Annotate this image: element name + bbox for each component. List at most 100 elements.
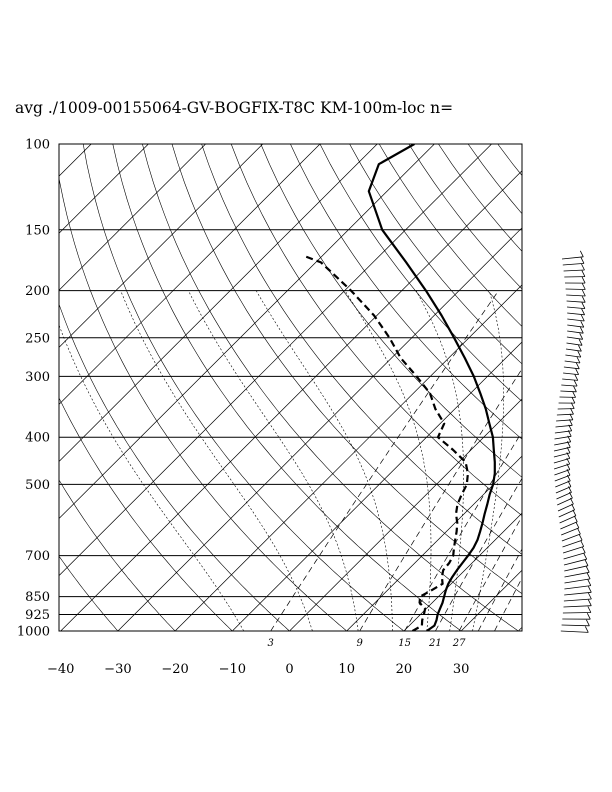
wind-barb — [561, 624, 590, 627]
wind-barb — [563, 552, 586, 560]
dewpoint-profile — [304, 255, 469, 631]
wind-barb — [562, 378, 578, 381]
wind-barb — [563, 605, 592, 608]
wind-barb-flag — [569, 413, 574, 420]
wind-barb — [554, 474, 571, 482]
dry-adiabat — [171, 144, 522, 595]
pressure-tick-label: 200 — [25, 284, 50, 299]
wind-barb-flag — [567, 430, 572, 437]
isotherm — [174, 284, 522, 631]
plot-frame — [58, 143, 523, 632]
wind-barb-flag — [581, 276, 586, 284]
temperature-tick-label: −10 — [219, 662, 246, 677]
wind-barb — [564, 591, 592, 596]
mixing-ratio-label: 27 — [452, 638, 466, 649]
mixing-ratio-line — [270, 290, 499, 631]
wind-barb-flag — [572, 391, 576, 398]
wind-barb-flag — [577, 350, 582, 358]
wind-barb-flag — [568, 419, 573, 426]
dry-adiabat — [59, 176, 347, 631]
pressure-tick-label: 150 — [25, 223, 50, 238]
wind-barb-flag — [575, 368, 579, 375]
dry-adiabat — [497, 144, 522, 176]
isotherm — [403, 512, 522, 631]
wind-barb-flag — [584, 626, 589, 633]
mixing-ratio-label: 3 — [268, 638, 274, 649]
pressure-tick-label: 100 — [25, 138, 50, 153]
profiles — [304, 144, 496, 631]
isotherm — [518, 626, 522, 631]
wind-barb-flag — [583, 553, 588, 560]
moist-adiabat — [415, 290, 464, 631]
mixing-ratio-labels: 3 9 15 21 27 — [268, 638, 467, 649]
wind-barb-flag — [566, 446, 571, 454]
pressure-tick-label: 700 — [25, 549, 50, 564]
wind-barb-flag — [587, 579, 592, 586]
isotherm — [59, 144, 435, 520]
mixing-ratio-label: 9 — [357, 638, 364, 649]
dry-adiabat — [467, 144, 522, 215]
wind-barb — [560, 390, 577, 393]
wind-barb-flag — [574, 374, 579, 381]
wind-barb — [559, 515, 577, 524]
isobars — [59, 143, 522, 632]
wind-barb-flag — [586, 572, 591, 580]
wind-barb-flag — [586, 613, 591, 620]
wind-barb-flag — [581, 283, 586, 290]
wind-barb — [565, 354, 581, 358]
pressure-tick-label: 850 — [25, 590, 50, 605]
dry-adiabat — [82, 144, 405, 631]
pressure-axis-labels: 100 150 200 250 300 400 500 700 850 925 1000 — [17, 138, 50, 640]
wind-barb-flag — [578, 345, 582, 352]
moist-adiabat — [188, 290, 359, 631]
isotherm — [576, 144, 612, 631]
wind-barb — [566, 306, 585, 309]
wind-barb — [565, 288, 586, 290]
wind-barb-flag — [576, 356, 581, 364]
mixing-ratio-label: 15 — [398, 638, 411, 649]
wind-barb-flag — [581, 289, 586, 297]
wind-barb-flag — [581, 546, 586, 553]
pressure-tick-label: 500 — [25, 478, 50, 493]
temperature-tick-label: −40 — [47, 662, 74, 677]
wind-barb — [567, 324, 584, 328]
wind-barb — [557, 503, 574, 512]
wind-barb-flag — [575, 362, 580, 369]
wind-barb-flag — [571, 396, 576, 404]
mixing-ratio-line — [494, 577, 522, 631]
mixing-ratio-label: 21 — [428, 638, 442, 649]
isotherm — [346, 455, 522, 631]
wind-barb-flag — [575, 521, 580, 529]
wind-barb-flag — [573, 515, 578, 522]
wind-barb-flag — [568, 486, 572, 493]
wind-barb — [567, 312, 585, 316]
wind-barb-flag — [580, 257, 585, 264]
wind-barb-flag — [585, 566, 590, 573]
wind-barb — [566, 294, 586, 297]
wind-barb-flag — [570, 497, 574, 505]
temperature-tick-label: 30 — [453, 662, 470, 677]
wind-barb — [558, 509, 575, 518]
wind-barb — [567, 330, 584, 334]
wind-barb-flag — [579, 333, 584, 340]
wind-barb-flag — [566, 452, 571, 459]
temperature-axis-labels: −40 −30 −20 −10 0 10 20 30 — [47, 662, 469, 677]
moist-adiabat — [255, 290, 393, 631]
temperature-tick-label: −20 — [161, 662, 188, 677]
dry-adiabat — [378, 144, 522, 327]
wind-barbs — [553, 250, 592, 633]
dry-adiabat — [290, 144, 522, 440]
wind-barb — [562, 263, 585, 266]
wind-barb-flag — [587, 606, 592, 613]
wind-barb-flag — [566, 441, 571, 448]
wind-barb — [555, 480, 571, 488]
wind-barb-flag — [573, 379, 578, 387]
moist-adiabat — [472, 290, 505, 631]
wind-barb-flag — [573, 385, 577, 392]
wind-barb-flag — [587, 586, 592, 593]
isotherm — [59, 144, 492, 577]
wind-barb — [563, 598, 592, 602]
wind-barb-flag — [572, 509, 577, 516]
isotherm — [117, 227, 522, 631]
